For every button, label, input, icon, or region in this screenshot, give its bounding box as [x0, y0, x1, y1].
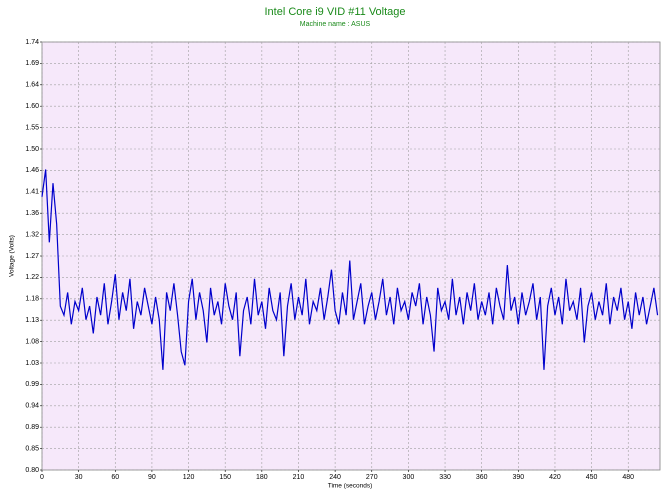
x-tick-label: 330	[439, 474, 451, 481]
y-tick-label: 0.94	[25, 403, 39, 410]
y-tick-label: 1.64	[25, 82, 39, 89]
x-tick-label: 210	[293, 474, 305, 481]
y-tick-label: 0.85	[25, 445, 39, 452]
chart-title: Intel Core i9 VID #11 Voltage	[264, 6, 405, 18]
y-tick-label: 1.08	[25, 338, 39, 345]
y-tick-label: 1.60	[25, 103, 39, 110]
x-tick-label: 480	[622, 474, 634, 481]
x-tick-label: 420	[549, 474, 561, 481]
y-tick-label: 1.27	[25, 253, 39, 260]
y-tick-label: 1.74	[25, 39, 39, 46]
x-tick-label: 360	[476, 474, 488, 481]
x-tick-label: 150	[219, 474, 231, 481]
x-tick-label: 30	[75, 474, 83, 481]
x-tick-label: 240	[329, 474, 341, 481]
chart-subtitle: Machine name : ASUS	[300, 21, 371, 28]
y-tick-label: 1.50	[25, 146, 39, 153]
x-tick-label: 300	[403, 474, 415, 481]
y-axis-label: Voltage (Volts)	[9, 235, 16, 277]
y-tick-label: 0.89	[25, 424, 39, 431]
x-tick-label: 390	[512, 474, 524, 481]
x-tick-label: 270	[366, 474, 378, 481]
x-tick-label: 120	[183, 474, 195, 481]
data-line	[41, 169, 659, 370]
y-tick-label: 1.32	[25, 231, 39, 238]
y-tick-label: 1.18	[25, 296, 39, 303]
x-tick-label: 0	[40, 474, 44, 481]
x-tick-label: 180	[256, 474, 268, 481]
y-tick-label: 1.36	[25, 210, 39, 217]
y-tick-label: 1.55	[25, 124, 39, 131]
y-tick-label: 1.46	[25, 167, 39, 174]
y-tick-label: 1.22	[25, 274, 39, 281]
x-tick-label: 90	[148, 474, 156, 481]
y-tick-label: 1.03	[25, 360, 39, 367]
x-tick-label: 450	[586, 474, 598, 481]
y-tick-label: 1.41	[25, 189, 39, 196]
y-tick-label: 0.99	[25, 381, 39, 388]
y-tick-label: 1.13	[25, 317, 39, 324]
x-axis-label: Time (seconds)	[328, 483, 373, 490]
y-tick-label: 1.69	[25, 60, 39, 67]
y-tick-label: 0.80	[25, 467, 39, 474]
x-tick-label: 60	[111, 474, 119, 481]
